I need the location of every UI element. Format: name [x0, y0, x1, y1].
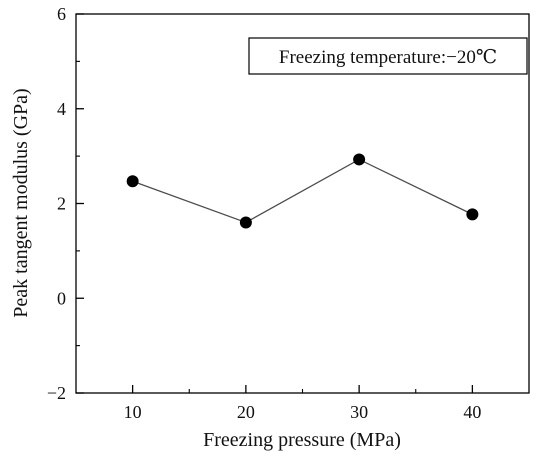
data-point	[126, 175, 139, 188]
y-tick-label: 4	[57, 99, 66, 119]
series	[126, 153, 479, 229]
ticks	[76, 13, 474, 394]
data-point	[353, 153, 366, 166]
annotation-text: Freezing temperature:−20℃	[279, 47, 497, 68]
y-tick-label: 2	[57, 194, 66, 214]
y-tick-label: 6	[57, 4, 66, 24]
y-tick-label: −2	[47, 383, 66, 403]
y-axis-title: Peak tangent modulus (GPa)	[10, 88, 32, 317]
data-point	[466, 208, 479, 221]
series-line	[132, 158, 473, 224]
annotation-border	[248, 37, 528, 75]
annotation-box: Freezing temperature:−20℃	[248, 37, 528, 75]
x-tick-label: 10	[124, 402, 142, 422]
data-point	[239, 216, 252, 229]
x-tick-label: 30	[350, 402, 368, 422]
x-tick-label: 40	[463, 402, 481, 422]
y-tick-label: 0	[57, 288, 66, 308]
tick-labels: 10 20 30 40 −2 0 2 4 6	[47, 4, 482, 422]
x-tick-label: 20	[237, 402, 255, 422]
x-axis-title: Freezing pressure (MPa)	[203, 429, 401, 451]
